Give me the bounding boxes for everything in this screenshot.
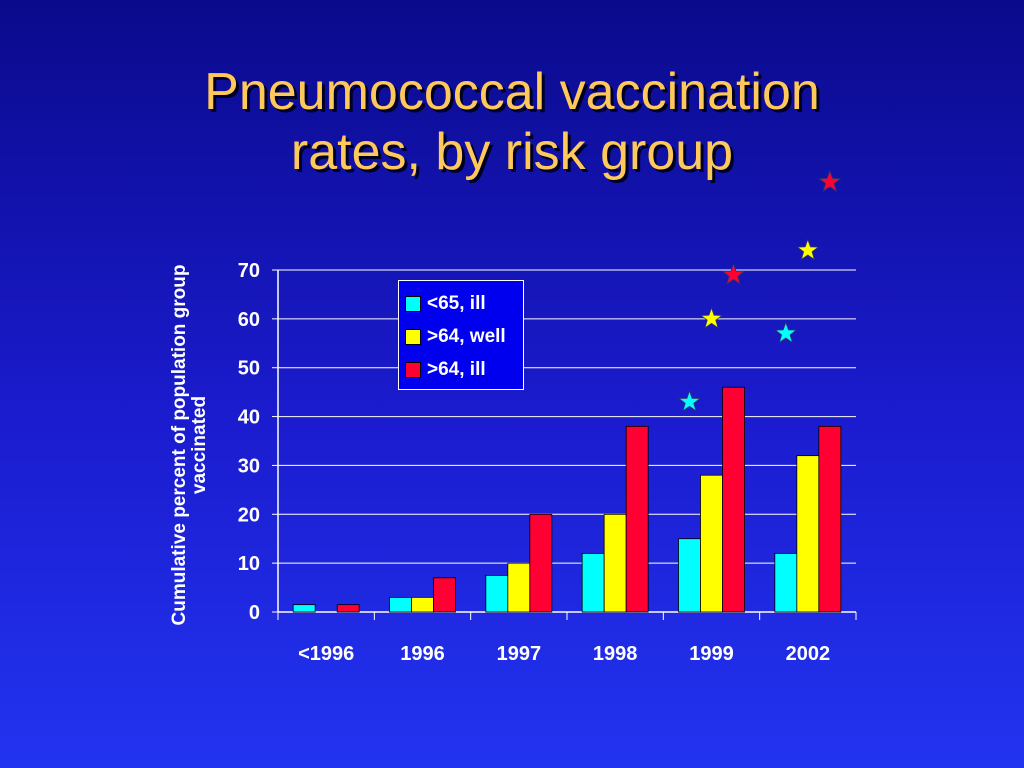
legend-swatch-3: [405, 361, 421, 378]
legend-label-1: <65, ill: [427, 292, 486, 314]
bar-2-4: [722, 386, 745, 613]
bar-0-0: [292, 604, 316, 613]
slide-title: Pneumococcal vaccination rates, by risk …: [0, 62, 1024, 182]
chart-legend: <65, ill >64, well >64, ill: [398, 280, 524, 390]
bar-2-5: [818, 425, 842, 613]
legend-item-1: <65, ill: [405, 287, 523, 320]
bar-1-5: [796, 455, 820, 613]
legend-label-3: >64, ill: [427, 358, 486, 380]
bar-2-1: [433, 577, 456, 613]
bar-0-4: [678, 538, 701, 613]
x-tick-label-2: 1997: [497, 643, 542, 665]
bar-0-2: [485, 574, 509, 613]
legend-item-3: >64, ill: [405, 353, 523, 386]
bar-2-2: [529, 513, 553, 613]
star-annotation-4: [796, 238, 820, 261]
bar-0-3: [581, 552, 605, 613]
legend-item-2: >64, well: [405, 320, 523, 353]
title-line-2: rates, by risk group: [290, 123, 734, 181]
y-tick-label-60: 60: [238, 309, 260, 331]
y-tick-label-10: 10: [238, 553, 260, 575]
x-tick-label-5: 2002: [786, 643, 831, 665]
bar-0-5: [774, 552, 798, 613]
bar-1-4: [700, 474, 723, 613]
bar-1-3: [603, 513, 627, 613]
bar-0-1: [389, 596, 412, 613]
y-tick-label-0: 0: [249, 602, 260, 624]
y-axis-label: Cumulative percent of population group v…: [169, 264, 210, 626]
title-line-1: Pneumococcal vaccination: [204, 63, 820, 121]
bar-2-0: [336, 604, 360, 613]
star-annotation-3: [774, 321, 798, 344]
legend-swatch-2: [405, 328, 421, 345]
legend-swatch-1: [405, 295, 421, 312]
y-tick-label-50: 50: [238, 358, 260, 380]
star-annotation-2: [721, 262, 746, 285]
y-tick-label-20: 20: [238, 504, 260, 526]
legend-label-2: >64, well: [427, 325, 506, 347]
x-tick-label-0: <1996: [298, 643, 354, 665]
y-tick-label-70: 70: [238, 260, 260, 282]
y-tick-label-40: 40: [238, 407, 260, 429]
x-tick-label-4: 1999: [689, 643, 734, 665]
bar-2-3: [625, 425, 649, 613]
x-tick-label-3: 1998: [593, 643, 638, 665]
star-annotation-5: [818, 169, 842, 192]
y-tick-label-30: 30: [238, 455, 260, 477]
bar-1-1: [411, 596, 434, 613]
x-tick-label-1: 1996: [400, 643, 445, 665]
star-annotation-0: [677, 389, 702, 412]
star-annotation-1: [699, 306, 724, 329]
bar-1-2: [507, 562, 531, 613]
